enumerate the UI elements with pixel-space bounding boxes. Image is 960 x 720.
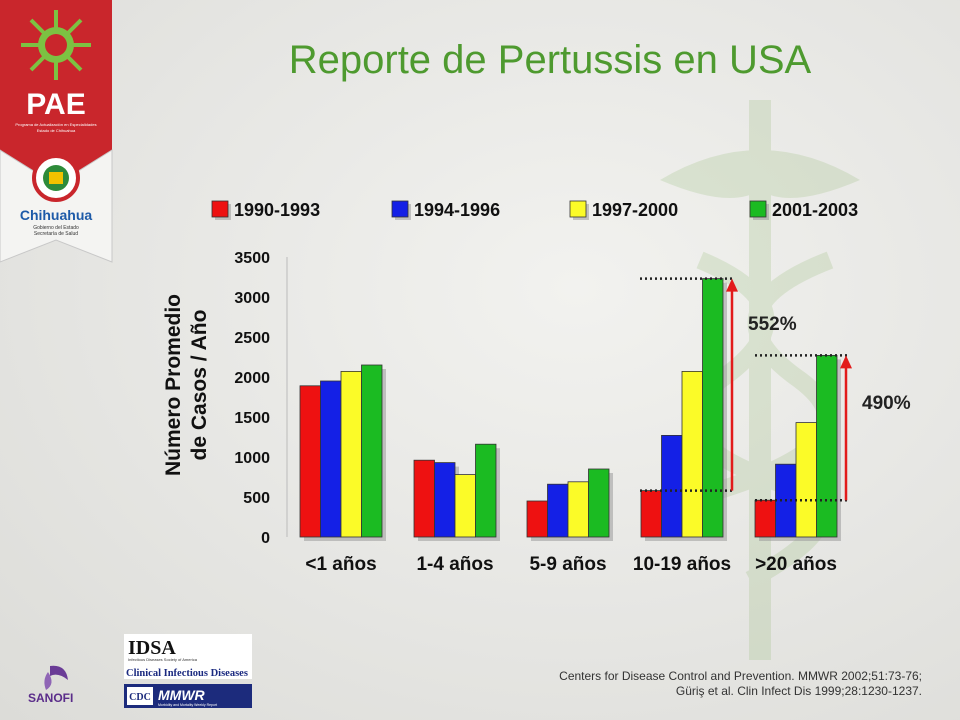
idsa-subtitle: Infectious Diseases Society of America [128,657,198,662]
y-tick-label: 1000 [234,450,270,467]
y-tick-label: 3500 [234,250,270,267]
pae-sun-icon [21,10,91,80]
bar [361,364,383,538]
category-label: 1-4 años [416,554,493,575]
legend-swatch [211,200,229,218]
category-label: <1 años [305,554,376,575]
y-axis-title-line-1: Número Promedio [162,294,185,476]
growth-percent-label: 552% [748,314,797,335]
chart-legend: 1990-1993 1994-1996 1997-2000 2001-2003 [211,200,858,220]
growth-arrow-head-icon [840,355,852,369]
category-label: >20 años [755,554,837,575]
sanofi-logo-text: SANOFI [28,691,73,705]
bar [526,500,548,538]
chihuahua-subtitle-1: Gobierno del Estado [33,225,79,231]
bar [299,385,321,538]
cdc-logo-text: CDC [129,692,151,703]
bar [640,490,662,538]
bar [588,468,610,538]
legend-label: 1990-1993 [234,200,320,220]
source-line-1: Centers for Disease Control and Preventi… [559,669,922,683]
bar [475,443,497,538]
bar [702,278,724,538]
idsa-logo-box [124,634,252,679]
slide-title: Reporte de Pertussis en USA [288,38,812,82]
chihuahua-logo-text: Chihuahua [20,207,93,223]
bar [816,354,838,538]
source-citation: Centers for Disease Control and Preventi… [520,669,922,699]
y-tick-label: 500 [243,490,270,507]
chihuahua-seal-icon [32,154,80,202]
y-tick-label: 3000 [234,290,270,307]
sanofi-logo: SANOFI [28,665,73,705]
pae-subtitle-2: Estado de Chihuahua [37,128,76,133]
category-label: 10-19 años [633,554,731,575]
y-axis-title: Número Promedio de Casos / Año [162,294,211,476]
y-tick-label: 1500 [234,410,270,427]
growth-arrow-head-icon [726,278,738,292]
bar [567,481,589,538]
legend-swatch [391,200,409,218]
y-axis-ticks: 0 500 1000 1500 2000 2500 3000 3500 [234,250,270,547]
idsa-logo-text: IDSA [128,637,176,659]
legend-label: 1994-1996 [414,200,500,220]
bar [413,459,435,538]
legend-label: 2001-2003 [772,200,858,220]
bars [299,278,841,541]
bar [340,370,362,538]
growth-percent-label: 490% [862,393,911,414]
sanofi-bird-icon [44,665,68,690]
mmwr-logo-text: MMWR [158,687,206,703]
cid-journal-text: Clinical Infectious Diseases [126,668,248,679]
mmwr-subtitle: Morbidity and Mortality Weekly Report [158,703,217,707]
y-axis-title-line-2: de Casos / Año [188,310,211,461]
category-label: 5-9 años [529,554,606,575]
bar [795,422,817,538]
legend-swatch [569,200,587,218]
y-tick-label: 0 [261,530,270,547]
legend-swatch [749,200,767,218]
category-labels: <1 años 1-4 años 5-9 años 10-19 años >20 año… [305,554,837,575]
logo-ribbon: PAE Programa de Actualización en Especia… [0,0,113,263]
bar [454,474,476,538]
bar [320,380,342,538]
pae-subtitle-1: Programa de Actualización en Especialida… [15,122,96,127]
growth-annotations: 552% 490% [640,277,911,502]
bar [547,483,569,538]
cdc-logo-box [127,687,153,705]
source-line-2: Güriş et al. Clin Infect Dis 1999;28:123… [675,684,922,698]
bar [434,462,456,538]
legend-label: 1997-2000 [592,200,678,220]
y-tick-label: 2000 [234,370,270,387]
bar [661,434,683,538]
y-tick-label: 2500 [234,330,270,347]
pae-logo-text: PAE [26,88,85,121]
partner-logos: IDSA Infectious Diseases Society of Amer… [124,634,252,708]
bar [754,499,776,538]
chihuahua-subtitle-2: Secretaría de Salud [34,231,78,237]
bar [681,370,703,538]
